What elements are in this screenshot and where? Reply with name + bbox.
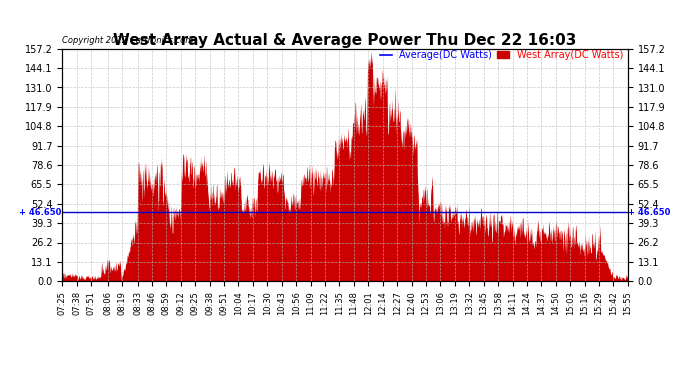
Legend: Average(DC Watts), West Array(DC Watts): Average(DC Watts), West Array(DC Watts)	[380, 50, 623, 60]
Text: + 46.650: + 46.650	[19, 208, 61, 217]
Text: Copyright 2022 Cartronics.com: Copyright 2022 Cartronics.com	[62, 36, 193, 45]
Title: West Array Actual & Average Power Thu Dec 22 16:03: West Array Actual & Average Power Thu De…	[113, 33, 577, 48]
Text: + 46.650: + 46.650	[629, 208, 671, 217]
